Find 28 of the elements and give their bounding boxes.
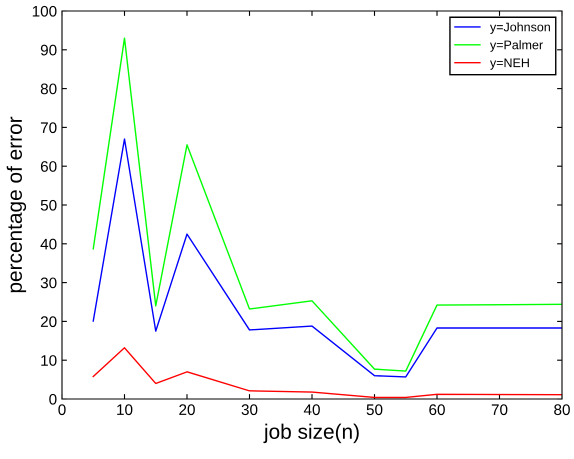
y-tick-label: 70 — [40, 122, 57, 134]
x-tick-label: 20 — [179, 404, 195, 416]
legend-label: y=NEH — [490, 58, 529, 70]
x-tick-label: 10 — [117, 404, 132, 416]
x-tick-label: 30 — [242, 404, 258, 416]
y-tick-label: 30 — [40, 277, 57, 288]
y-tick-label: 50 — [40, 200, 57, 211]
y-tick-label: 10 — [41, 355, 57, 366]
y-tick-label: 80 — [40, 83, 57, 94]
x-tick-label: 40 — [304, 404, 320, 416]
x-tick-label: 70 — [492, 404, 508, 416]
legend-label: y=Palmer — [490, 40, 543, 52]
line-series — [92, 138, 562, 378]
line-series — [92, 347, 562, 398]
x-tick-label: 80 — [554, 404, 570, 416]
y-tick-label: 40 — [40, 238, 57, 250]
y-tick-label: 20 — [40, 316, 57, 328]
y-axis-title: percentage of error — [6, 116, 26, 292]
y-tick-label: 60 — [40, 161, 57, 172]
x-tick-label: 60 — [429, 404, 445, 416]
x-tick-label: 0 — [58, 404, 66, 416]
y-tick-label: 100 — [32, 6, 57, 17]
legend-label: y=Johnson — [490, 22, 550, 34]
line-series — [92, 37, 562, 372]
x-axis-title: job size(n) — [263, 424, 359, 444]
y-tick-label: 90 — [40, 44, 57, 56]
x-tick-label: 50 — [366, 404, 382, 416]
y-tick-label: 0 — [49, 394, 57, 405]
